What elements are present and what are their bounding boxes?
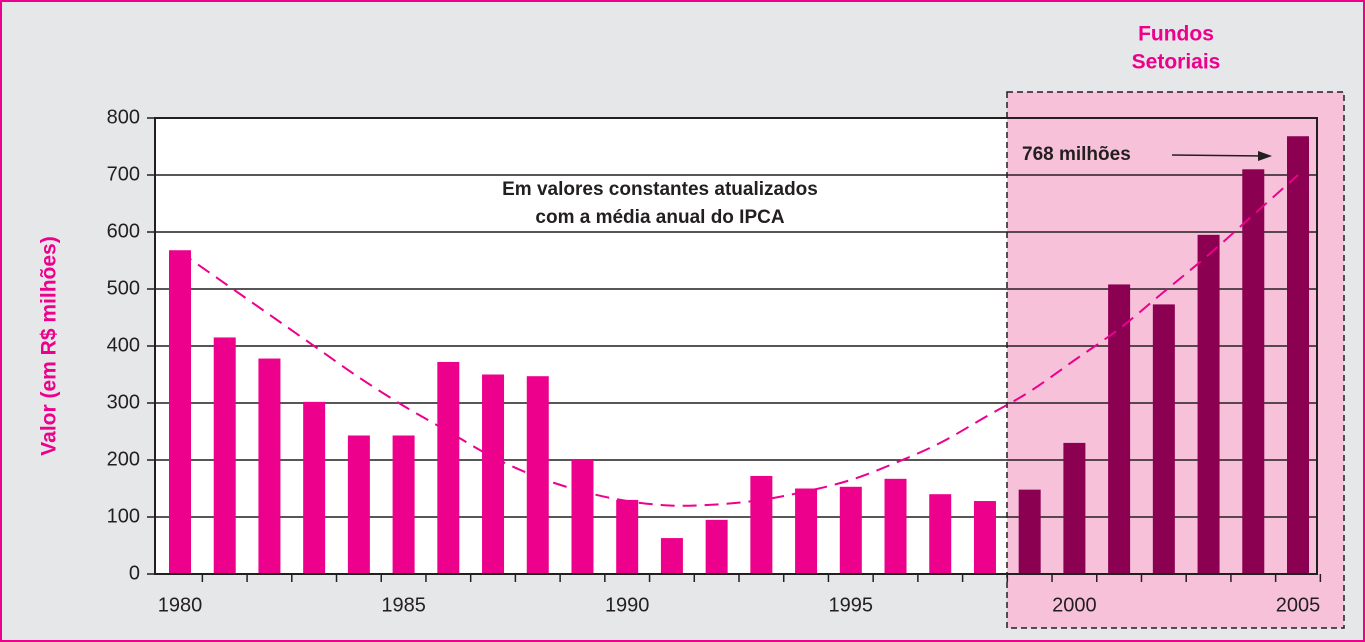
bar — [303, 401, 326, 574]
bar — [258, 358, 281, 574]
bar — [347, 435, 370, 574]
bar — [929, 494, 952, 574]
y-tick-label: 300 — [107, 391, 140, 413]
highlight-border — [1006, 91, 1345, 629]
bar — [660, 538, 683, 574]
y-tick-label: 500 — [107, 277, 140, 299]
bar — [750, 475, 773, 574]
y-tick-label: 0 — [129, 562, 140, 584]
bar — [392, 435, 415, 574]
bar — [795, 488, 818, 574]
bar — [526, 376, 549, 574]
bar — [1018, 489, 1041, 574]
region-label: Fundos — [1138, 23, 1214, 46]
annotation: Em valores constantes atualizados — [502, 179, 818, 200]
bar — [1152, 304, 1175, 574]
y-tick-label: 600 — [107, 220, 140, 242]
bar — [1108, 284, 1131, 574]
y-tick-label: 700 — [107, 163, 140, 185]
bar — [705, 519, 728, 574]
bar — [1197, 234, 1220, 574]
y-tick-label: 400 — [107, 334, 140, 356]
bar — [1242, 169, 1265, 575]
x-tick-label: 1985 — [381, 594, 426, 616]
annotation: com a média anual do IPCA — [535, 207, 784, 228]
x-tick-label: 2000 — [1052, 594, 1097, 616]
bar — [437, 361, 460, 574]
bar — [1287, 136, 1309, 575]
bar — [169, 250, 191, 575]
trend-line — [179, 174, 1299, 507]
bar — [213, 337, 236, 574]
bar — [571, 460, 594, 574]
y-tick-label: 200 — [107, 448, 140, 470]
bar — [1063, 442, 1086, 574]
bar — [884, 478, 907, 574]
x-tick-label: 1990 — [605, 594, 650, 616]
bar — [482, 374, 505, 574]
y-tick-label: 100 — [107, 505, 140, 527]
bar — [839, 486, 862, 574]
x-tick-label: 1995 — [829, 594, 874, 616]
y-axis-label: Valor (em R$ milhões) — [38, 236, 61, 455]
peak-label: 768 milhões — [1022, 144, 1131, 165]
arrow — [1171, 154, 1266, 157]
bar — [616, 499, 639, 574]
x-tick-label: 1980 — [158, 594, 203, 616]
x-tick-label: 2005 — [1276, 594, 1321, 616]
y-tick-label: 800 — [107, 106, 140, 128]
bar — [973, 501, 996, 574]
arrow-head — [1258, 151, 1272, 161]
region-label: Setoriais — [1132, 51, 1221, 74]
